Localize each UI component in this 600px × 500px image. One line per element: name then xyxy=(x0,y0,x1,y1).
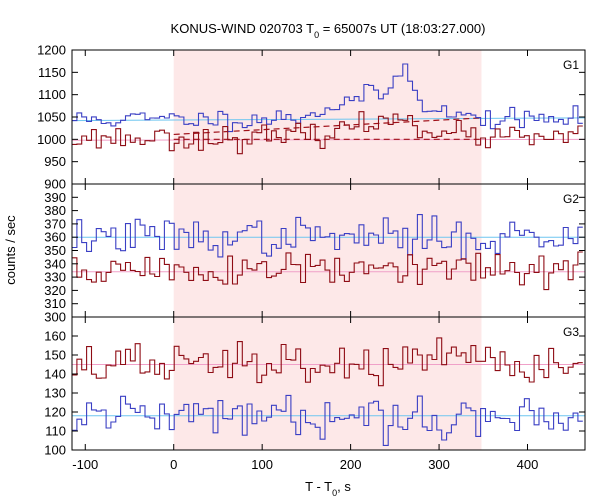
y-tick-label: 310 xyxy=(44,296,66,311)
y-tick-label: 370 xyxy=(44,216,66,231)
y-tick-label: 1050 xyxy=(37,110,66,125)
background-fit-line xyxy=(71,117,586,122)
y-tick-label: 360 xyxy=(44,230,66,245)
y-tick-label: 1100 xyxy=(38,87,66,102)
y-tick-label: 300 xyxy=(44,310,66,325)
y-tick-label: 120 xyxy=(44,405,66,420)
y-axis-label: counts / sec xyxy=(3,215,18,285)
y-tick-label: 1000 xyxy=(37,132,66,147)
y-tick-label: 380 xyxy=(44,203,66,218)
y-tick-label: 130 xyxy=(44,386,66,401)
x-tick-label: 0 xyxy=(170,457,177,472)
x-tick-label: 200 xyxy=(340,457,362,472)
panel-label: G2 xyxy=(563,192,579,206)
x-tick-label: 400 xyxy=(517,457,539,472)
y-tick-label: 950 xyxy=(44,154,66,169)
y-tick-label: 330 xyxy=(44,270,66,285)
panel-label: G1 xyxy=(563,58,579,72)
x-tick-label: 300 xyxy=(428,457,450,472)
y-tick-label: 100 xyxy=(44,443,66,458)
y-tick-label: 140 xyxy=(44,367,66,382)
y-tick-label: 900 xyxy=(44,177,66,192)
light-curve-series-red xyxy=(72,111,583,155)
x-tick-label: -100 xyxy=(72,457,98,472)
y-tick-label: 160 xyxy=(44,329,66,344)
y-tick-label: 320 xyxy=(44,283,66,298)
chart-title: KONUS-WIND 020703 T0 = 65007s UT (18:03:… xyxy=(171,21,486,40)
light-curve-series-blue xyxy=(72,214,583,260)
light-curve-series-blue xyxy=(72,63,583,133)
y-tick-label: 350 xyxy=(44,243,66,258)
panel-g1: 900 950 1000 1050 1100 1150 1200 G1 xyxy=(37,43,586,192)
shaded-interval xyxy=(173,184,482,317)
light-curve-series-blue xyxy=(72,394,583,446)
y-tick-label: 1200 xyxy=(37,43,66,58)
shaded-interval xyxy=(173,317,482,450)
light-curve-series-red xyxy=(72,251,583,291)
y-tick-label: 110 xyxy=(45,424,66,439)
panel-label: G3 xyxy=(563,325,579,339)
panels-layer: 90095010001050110011501200G1300310320330… xyxy=(37,43,586,472)
x-axis-label: T - T0, s xyxy=(305,479,351,498)
y-tick-label: 1150 xyxy=(38,65,66,80)
panel-frame xyxy=(71,316,586,451)
y-tick-label: 390 xyxy=(44,190,66,205)
y-tick-label: 340 xyxy=(44,256,66,271)
panel-g3: 100 110 120 130 140 150 160 G3 xyxy=(44,316,586,458)
y-tick-label: 150 xyxy=(44,348,66,363)
light-curve-series-red xyxy=(72,337,583,387)
shaded-interval xyxy=(173,50,482,184)
x-tick-label: 100 xyxy=(251,457,273,472)
dashed-model-line xyxy=(173,117,482,136)
